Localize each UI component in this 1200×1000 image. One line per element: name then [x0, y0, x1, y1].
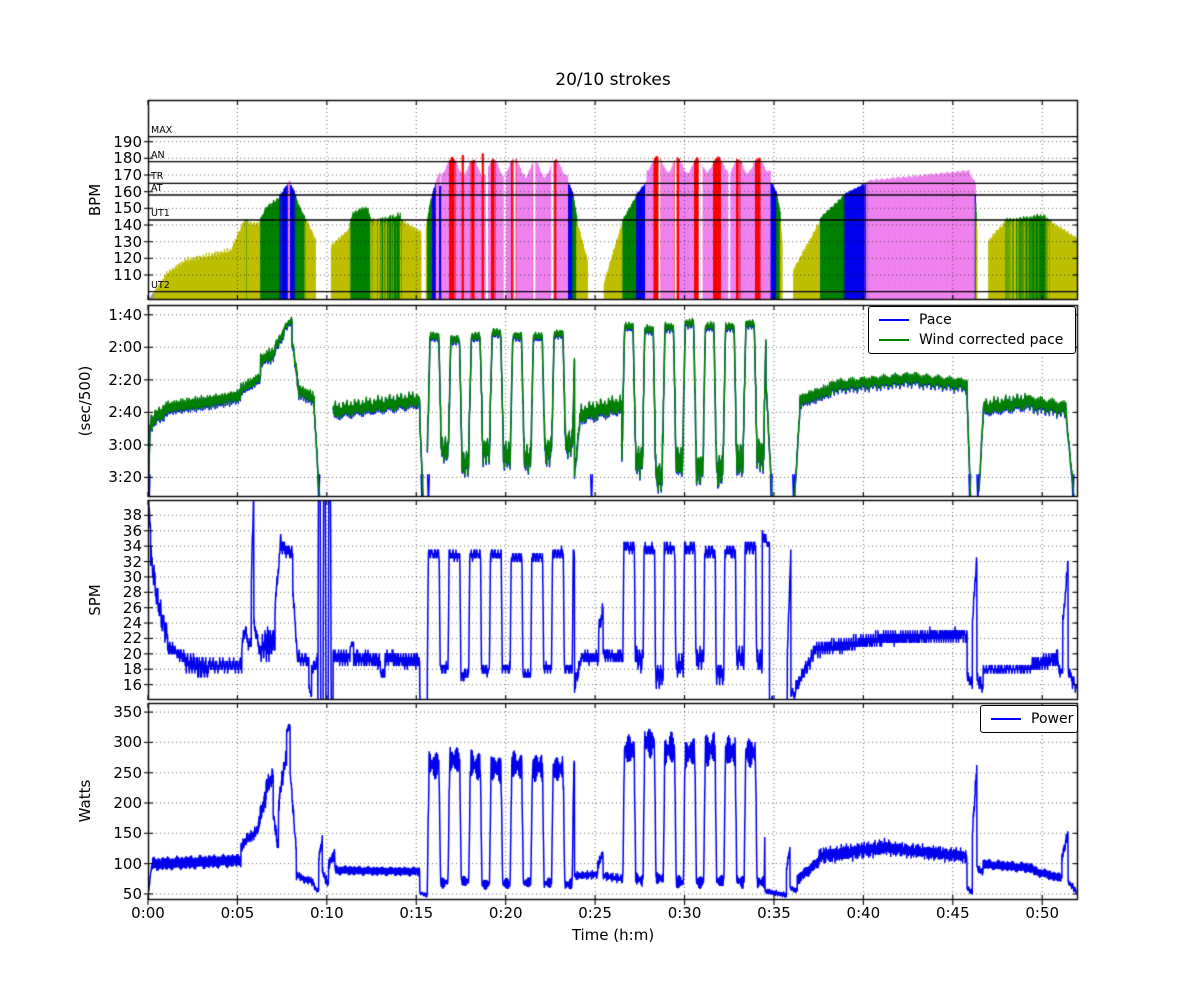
zone-label-max: MAX — [151, 124, 173, 136]
chart-title: 20/10 strokes — [555, 70, 671, 90]
x-tick-label: 0:35 — [757, 904, 791, 922]
legend-pace: Pace Wind corrected pace — [868, 306, 1076, 354]
zone-label-ut1: UT1 — [151, 208, 170, 219]
x-tick-label: 0:15 — [399, 904, 434, 922]
y-tick-label: 180 — [113, 149, 142, 168]
x-tick-label: 0:40 — [846, 904, 881, 922]
y-tick-label: 20 — [122, 644, 142, 663]
y-tick-label: 150 — [113, 824, 142, 843]
x-tick-label: 0:05 — [220, 904, 255, 922]
y-tick-label: 190 — [113, 132, 142, 151]
zone-label-ut2: UT2 — [151, 279, 170, 291]
legend-line-swatch — [991, 718, 1021, 720]
legend-label: Wind corrected pace — [919, 332, 1064, 348]
zone-label-an: AN — [151, 149, 165, 161]
y-tick-label: 2:40 — [108, 403, 142, 422]
y-tick-label: 150 — [113, 199, 142, 218]
legend-power: Power — [980, 705, 1078, 733]
y-tick-label: 24 — [122, 614, 142, 633]
legend-entry: Wind corrected pace — [871, 330, 1067, 350]
x-tick-label: 0:30 — [667, 904, 702, 922]
y-tick-label: 28 — [122, 583, 142, 602]
y-tick-label: 18 — [122, 660, 142, 679]
x-tick-label: 0:50 — [1025, 904, 1060, 922]
y-tick-label: 140 — [113, 216, 142, 234]
y-tick-label: 250 — [113, 763, 142, 782]
y-tick-label: 160 — [113, 182, 142, 201]
y-tick-label: 1:40 — [108, 305, 142, 324]
x-tick-label: 0:45 — [935, 904, 970, 922]
x-tick-label: 0:25 — [578, 904, 612, 922]
y-tick-label: 120 — [113, 249, 142, 268]
y-tick-label: 170 — [113, 166, 142, 184]
y-tick-label: 38 — [122, 506, 142, 525]
y-tick-label: 16 — [122, 675, 142, 694]
legend-label: Power — [1031, 711, 1074, 727]
y-tick-label: 2:00 — [108, 338, 142, 357]
y-tick-label: 300 — [113, 733, 142, 752]
legend-label: Pace — [919, 312, 952, 328]
y-tick-label: 130 — [113, 232, 142, 251]
x-tick-label: 0:10 — [310, 904, 344, 922]
y-tick-label: 26 — [122, 598, 142, 617]
x-axis-label: Time (h:m) — [571, 926, 655, 944]
y-tick-label: 22 — [122, 629, 142, 648]
y-tick-label: 3:20 — [108, 468, 142, 487]
zone-label-at: AT — [151, 183, 163, 194]
y-tick-label: 200 — [113, 794, 142, 812]
x-tick-label: 0:00 — [131, 904, 165, 922]
y-tick-label: 2:20 — [108, 370, 142, 389]
legend-entry: Pace — [871, 310, 1067, 330]
y-tick-label: 110 — [113, 266, 142, 284]
y-tick-label: 50 — [122, 884, 142, 903]
legend-entry: Power — [983, 709, 1073, 729]
y-tick-label: 34 — [122, 537, 142, 556]
y-tick-label: 32 — [122, 552, 142, 571]
y-tick-label: 100 — [113, 854, 142, 873]
legend-line-swatch — [879, 339, 909, 341]
zone-label-tr: TR — [151, 171, 164, 183]
legend-line-swatch — [879, 319, 909, 321]
y-tick-label: 3:00 — [108, 435, 142, 454]
y-tick-label: 30 — [122, 567, 142, 586]
y-tick-label: 350 — [113, 703, 142, 722]
x-tick-label: 0:20 — [488, 904, 523, 922]
y-tick-label: 36 — [122, 521, 142, 540]
